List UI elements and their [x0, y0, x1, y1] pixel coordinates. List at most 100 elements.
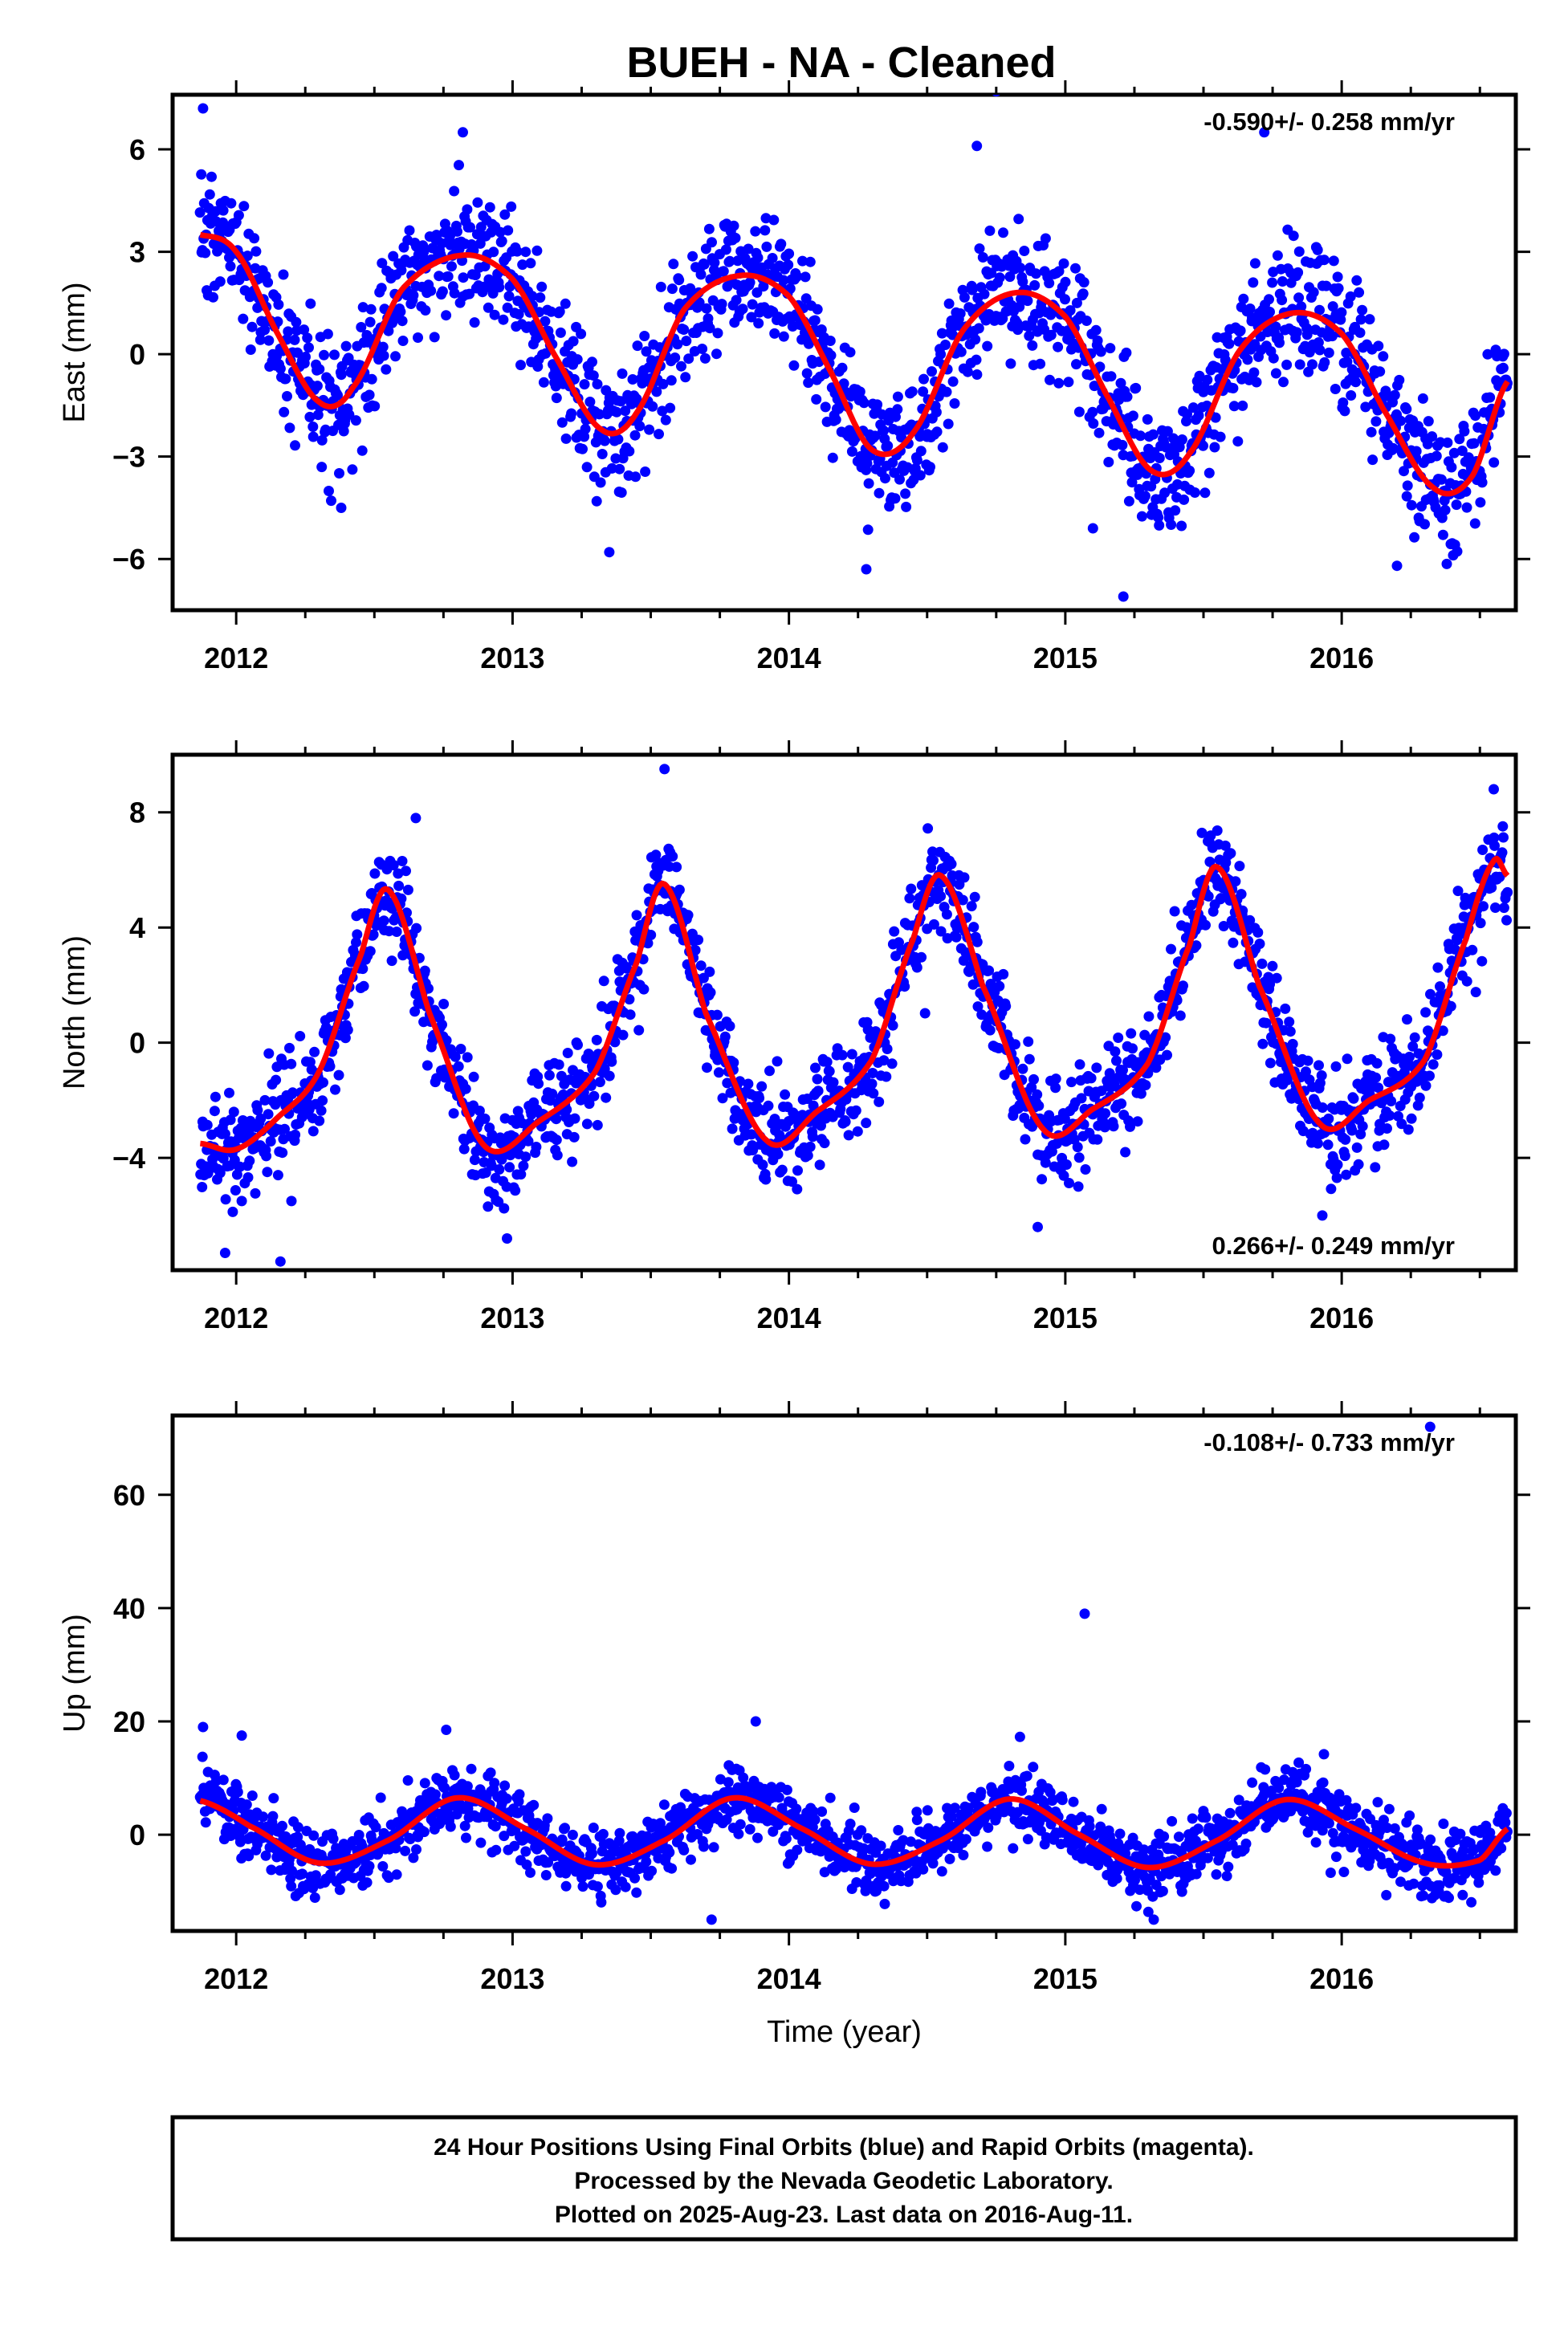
data-point — [1212, 825, 1223, 836]
data-point — [1446, 462, 1457, 473]
data-point — [614, 1827, 625, 1839]
data-point — [1004, 1761, 1015, 1771]
data-point — [1127, 1832, 1138, 1843]
data-point — [1291, 327, 1302, 338]
data-point — [1470, 987, 1481, 998]
data-point — [437, 286, 448, 297]
data-point — [727, 1123, 738, 1134]
data-point — [206, 171, 217, 182]
data-point — [259, 1094, 271, 1106]
data-point — [1173, 1831, 1184, 1843]
data-point — [1265, 1057, 1276, 1069]
data-point — [809, 315, 821, 326]
data-point — [911, 1807, 922, 1818]
data-point — [448, 1108, 459, 1119]
data-point — [695, 269, 707, 280]
data-point — [893, 1825, 904, 1835]
data-point — [880, 473, 890, 484]
data-point — [1092, 335, 1103, 346]
data-point — [724, 1020, 735, 1032]
data-point — [1427, 1059, 1439, 1070]
data-point — [704, 323, 715, 334]
data-point — [1050, 1073, 1061, 1085]
data-point — [1312, 1138, 1323, 1149]
data-point — [1117, 439, 1128, 450]
data-point — [275, 363, 286, 374]
data-point — [1441, 558, 1452, 569]
data-point — [927, 366, 937, 377]
data-point — [1178, 980, 1188, 992]
data-point — [772, 1056, 783, 1067]
data-point — [1182, 409, 1192, 420]
data-point — [707, 237, 717, 248]
data-point — [1401, 491, 1412, 502]
data-point — [480, 1167, 491, 1178]
data-point — [894, 474, 905, 485]
outlier-point — [286, 1196, 297, 1207]
data-point — [1242, 354, 1253, 365]
data-point — [282, 391, 292, 401]
data-point — [292, 1831, 303, 1843]
data-point — [1330, 1851, 1342, 1863]
data-point — [1088, 418, 1099, 429]
data-point — [555, 327, 566, 338]
data-point — [1284, 1016, 1295, 1028]
data-point — [845, 1819, 856, 1830]
data-point — [533, 1078, 544, 1090]
data-point — [625, 1009, 636, 1020]
data-point — [572, 354, 583, 365]
data-point — [1221, 1871, 1232, 1882]
data-point — [1267, 277, 1278, 288]
data-point — [808, 1806, 819, 1817]
y-tick-label: 0 — [129, 1027, 145, 1060]
data-point — [536, 281, 548, 292]
data-point — [267, 1811, 279, 1822]
data-point — [870, 1026, 882, 1037]
data-point — [1125, 1121, 1135, 1132]
data-point — [1198, 440, 1208, 451]
data-point — [1184, 465, 1195, 476]
data-point — [1402, 1014, 1412, 1025]
data-point — [413, 332, 423, 343]
data-point — [638, 984, 650, 995]
data-point — [1318, 1749, 1330, 1760]
data-point — [630, 471, 641, 483]
data-point — [1044, 278, 1055, 289]
data-point — [783, 259, 794, 271]
data-point — [277, 1820, 287, 1831]
x-tick-label: 2014 — [757, 642, 821, 674]
data-point — [1017, 276, 1028, 287]
data-point — [592, 1119, 603, 1130]
data-point — [489, 1778, 500, 1789]
data-point — [502, 302, 513, 313]
data-point — [1228, 383, 1239, 393]
data-point — [764, 1065, 775, 1077]
data-point — [1274, 337, 1285, 348]
data-point — [1116, 1098, 1127, 1110]
data-point — [1196, 827, 1208, 838]
data-point — [1302, 1055, 1313, 1066]
data-point — [1159, 487, 1171, 499]
data-point — [1091, 1062, 1102, 1073]
data-point — [717, 1093, 728, 1104]
data-point — [1154, 453, 1165, 463]
data-point — [1437, 1025, 1448, 1037]
data-point — [1475, 497, 1486, 508]
x-tick-label: 2013 — [480, 1962, 544, 1995]
data-point — [1330, 384, 1341, 394]
data-point — [1118, 1065, 1128, 1076]
data-point — [722, 1077, 733, 1089]
data-point — [446, 261, 457, 272]
data-point — [1189, 487, 1200, 498]
data-point — [959, 872, 970, 883]
data-point — [449, 185, 460, 197]
data-point — [1167, 1815, 1178, 1827]
data-point — [515, 1169, 527, 1180]
data-point — [1123, 495, 1134, 507]
data-point — [1080, 1164, 1091, 1175]
data-point — [1371, 1057, 1383, 1069]
data-point — [333, 1069, 344, 1081]
data-point — [1190, 1835, 1201, 1847]
data-point — [316, 462, 328, 473]
data-point — [1494, 871, 1505, 882]
